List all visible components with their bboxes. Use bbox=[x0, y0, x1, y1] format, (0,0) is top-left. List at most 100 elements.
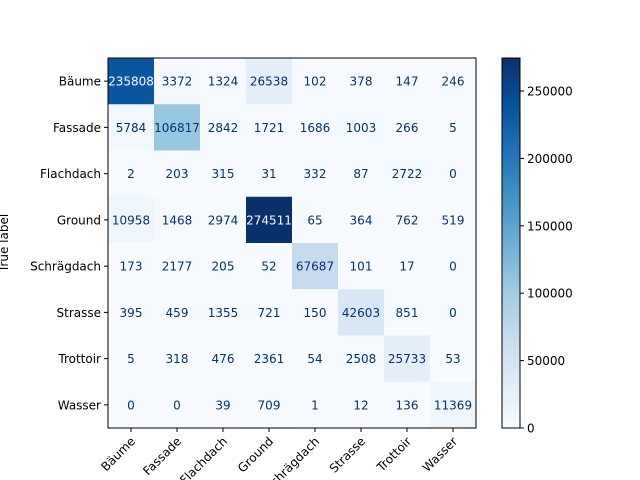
cell-value-label: 205 bbox=[212, 260, 235, 274]
cell-value-label: 2361 bbox=[254, 352, 285, 366]
cell-value-label: 266 bbox=[396, 121, 419, 135]
heatmap-cell bbox=[338, 58, 385, 105]
heatmap-cell bbox=[200, 381, 247, 428]
heatmap-cell bbox=[430, 104, 476, 152]
heatmap-cell bbox=[246, 381, 293, 428]
heatmap-cell bbox=[154, 243, 201, 290]
cell-value-label: 2722 bbox=[392, 167, 423, 181]
cell-value-label: 395 bbox=[120, 306, 143, 320]
heatmap-cell bbox=[108, 289, 155, 337]
cell-value-label: 378 bbox=[350, 75, 373, 89]
heatmap-cell bbox=[154, 104, 201, 152]
cell-value-label: 2 bbox=[127, 167, 135, 181]
cell-value-label: 332 bbox=[304, 167, 327, 181]
heatmap-cell bbox=[200, 335, 247, 383]
heatmap-cell bbox=[154, 58, 201, 105]
cell-value-label: 476 bbox=[212, 352, 235, 366]
heatmap-cell bbox=[292, 381, 339, 428]
heatmap-cell bbox=[384, 381, 431, 428]
heatmap-cell bbox=[292, 104, 339, 152]
heatmap-cell bbox=[154, 289, 201, 337]
heatmap-cell bbox=[108, 150, 155, 198]
cell-value-label: 246 bbox=[442, 75, 465, 89]
cell-value-label: 39 bbox=[215, 398, 230, 412]
cell-value-label: 315 bbox=[212, 167, 235, 181]
y-tick-label: Wasser bbox=[58, 398, 101, 412]
heatmap-cell bbox=[384, 243, 431, 290]
heatmap-cell bbox=[108, 104, 155, 152]
y-tick-label: Strasse bbox=[57, 306, 102, 320]
cell-value-label: 12 bbox=[353, 398, 368, 412]
colorbar-tick-label: 200000 bbox=[527, 152, 573, 166]
heatmap-cell bbox=[292, 58, 339, 105]
heatmap-cell bbox=[200, 58, 247, 105]
x-tick-label: Ground bbox=[235, 434, 276, 475]
heatmap-cell bbox=[384, 335, 431, 383]
heatmap-cell bbox=[200, 104, 247, 152]
heatmap-cell bbox=[292, 150, 339, 198]
heatmap-cell bbox=[200, 243, 247, 290]
y-axis: Bäume Fassade Flachdach Ground Schrägdach Str… bbox=[30, 75, 108, 412]
cell-value-label: 459 bbox=[166, 306, 189, 320]
x-tick-label: Trottoir bbox=[373, 434, 414, 475]
matrix-frame bbox=[107, 57, 477, 429]
heatmap-cell bbox=[430, 196, 476, 244]
colorbar-gradient bbox=[502, 58, 520, 428]
heatmap-cell bbox=[338, 381, 385, 428]
heatmap-cells bbox=[108, 58, 476, 428]
cell-value-label: 1721 bbox=[254, 121, 285, 135]
heatmap-cell bbox=[338, 243, 385, 290]
cell-value-label: 0 bbox=[127, 398, 135, 412]
cell-value-label: 42603 bbox=[342, 306, 380, 320]
cell-value-label: 67687 bbox=[296, 260, 334, 274]
cell-value-label: 102 bbox=[304, 75, 327, 89]
heatmap-cell bbox=[292, 289, 339, 337]
cell-value-label: 0 bbox=[449, 260, 457, 274]
heatmap-cell bbox=[338, 335, 385, 383]
heatmap-cell bbox=[292, 335, 339, 383]
x-tick-label: Flachdach bbox=[177, 434, 230, 480]
x-tick-label: Bäume bbox=[98, 434, 138, 474]
cell-value-label: 2842 bbox=[208, 121, 239, 135]
cell-value-label: 0 bbox=[449, 306, 457, 320]
heatmap-cell bbox=[200, 196, 247, 244]
cell-value-label: 52 bbox=[261, 260, 276, 274]
cell-value-label: 1003 bbox=[346, 121, 377, 135]
heatmap-cell bbox=[108, 335, 155, 383]
heatmap-cell bbox=[200, 289, 247, 337]
cell-value-label: 2177 bbox=[162, 260, 193, 274]
x-tick-label: Strasse bbox=[327, 434, 368, 475]
heatmap-cell bbox=[430, 58, 476, 105]
heatmap-cell bbox=[384, 58, 431, 105]
heatmap-cell bbox=[292, 196, 339, 244]
cell-value-label: 54 bbox=[307, 352, 322, 366]
heatmap-cell bbox=[246, 104, 293, 152]
heatmap-cell bbox=[108, 243, 155, 290]
cell-value-label: 1468 bbox=[162, 213, 193, 227]
colorbar-frame bbox=[501, 57, 521, 429]
cell-value-label: 106817 bbox=[154, 121, 200, 135]
x-tick-label: Fassade bbox=[140, 434, 184, 478]
heatmap-cell bbox=[154, 381, 201, 428]
heatmap-cell bbox=[338, 150, 385, 198]
cell-value-label: 147 bbox=[396, 75, 419, 89]
heatmap-cell bbox=[246, 335, 293, 383]
y-tick-label: Trottoir bbox=[57, 352, 101, 366]
heatmap-cell bbox=[430, 289, 476, 337]
colorbar-tick-label: 50000 bbox=[527, 354, 565, 368]
colorbar: 0 50000 100000 150000 200000 250000 bbox=[501, 57, 573, 436]
colorbar-tick-label: 250000 bbox=[527, 85, 573, 99]
y-tick-label: Flachdach bbox=[40, 167, 101, 181]
heatmap-cell bbox=[108, 196, 155, 244]
y-tick-label: Schrägdach bbox=[30, 260, 101, 274]
colorbar-tick-label: 100000 bbox=[527, 287, 573, 301]
cell-value-label: 101 bbox=[350, 260, 373, 274]
y-tick-label: Ground bbox=[57, 213, 101, 227]
cell-value-label: 65 bbox=[307, 213, 322, 227]
cell-value-label: 2508 bbox=[346, 352, 377, 366]
heatmap-cell bbox=[246, 243, 293, 290]
heatmap-cell bbox=[430, 335, 476, 383]
cell-value-label: 53 bbox=[445, 352, 460, 366]
